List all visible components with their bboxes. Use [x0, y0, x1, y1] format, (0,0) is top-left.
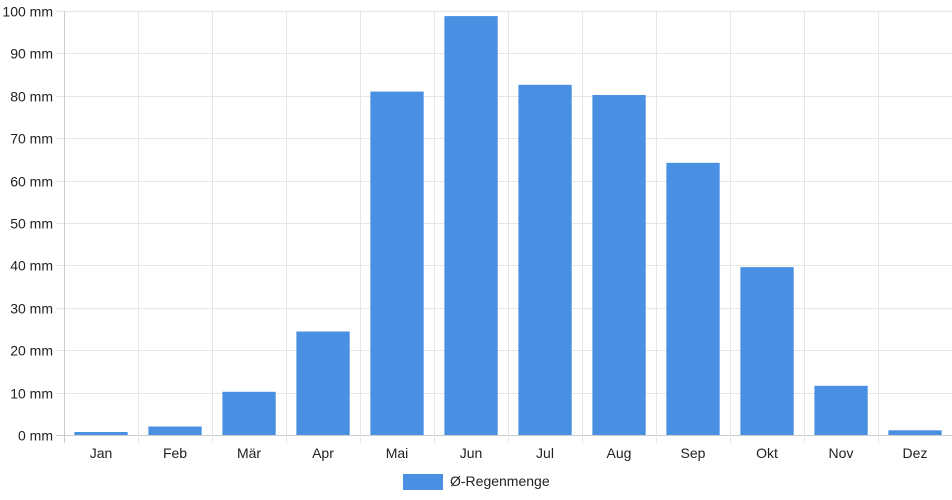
legend-label[interactable]: Ø-Regenmenge — [450, 473, 550, 489]
y-tick-label: 20 mm — [10, 343, 53, 359]
bars — [74, 16, 942, 436]
y-tick-label: 60 mm — [10, 174, 53, 190]
y-tick-label: 30 mm — [10, 301, 53, 317]
y-tick-label: 100 mm — [2, 4, 53, 20]
y-tick-label: 90 mm — [10, 46, 53, 62]
x-tick-label: Nov — [829, 445, 854, 461]
bar-okt[interactable] — [740, 267, 794, 435]
y-tick-label: 80 mm — [10, 89, 53, 105]
y-tick-label: 50 mm — [10, 216, 53, 232]
y-tick-label: 40 mm — [10, 258, 53, 274]
bar-sep[interactable] — [666, 162, 720, 436]
y-tick-label: 0 mm — [18, 428, 53, 444]
bar-feb[interactable] — [148, 426, 202, 436]
x-tick-label: Okt — [756, 445, 778, 461]
x-tick-label: Apr — [312, 445, 334, 461]
x-tick-label: Jul — [536, 445, 554, 461]
x-tick-label: Jun — [460, 445, 483, 461]
bar-jan[interactable] — [74, 432, 128, 435]
bar-jul[interactable] — [518, 84, 572, 436]
bar-jun[interactable] — [444, 16, 498, 435]
y-axis-ticks: 0 mm 10 mm 20 mm 30 mm 40 mm 50 mm 60 mm 70 mm 8… — [2, 4, 53, 444]
bar-aug[interactable] — [592, 95, 646, 435]
x-tick-label: Mär — [237, 445, 261, 461]
x-axis-ticks: Jan Feb Mär Apr Mai Jun Jul Aug Sep Okt Nov Dez — [90, 445, 928, 461]
bar-dez[interactable] — [888, 430, 942, 435]
x-tick-label: Jan — [90, 445, 113, 461]
bar-apr[interactable] — [296, 331, 350, 436]
x-tick-label: Sep — [681, 445, 706, 461]
bar-mär[interactable] — [222, 391, 276, 435]
x-tick-label: Aug — [607, 445, 632, 461]
grid-lines — [56, 11, 952, 443]
x-tick-label: Dez — [903, 445, 928, 461]
y-tick-label: 70 mm — [10, 131, 53, 147]
legend-swatch[interactable] — [403, 474, 443, 490]
bar-mai[interactable] — [370, 91, 424, 435]
bar-nov[interactable] — [814, 385, 868, 435]
y-tick-label: 10 mm — [10, 386, 53, 402]
x-tick-label: Mai — [386, 445, 409, 461]
legend[interactable]: Ø-Regenmenge — [403, 473, 550, 490]
x-tick-label: Feb — [163, 445, 187, 461]
